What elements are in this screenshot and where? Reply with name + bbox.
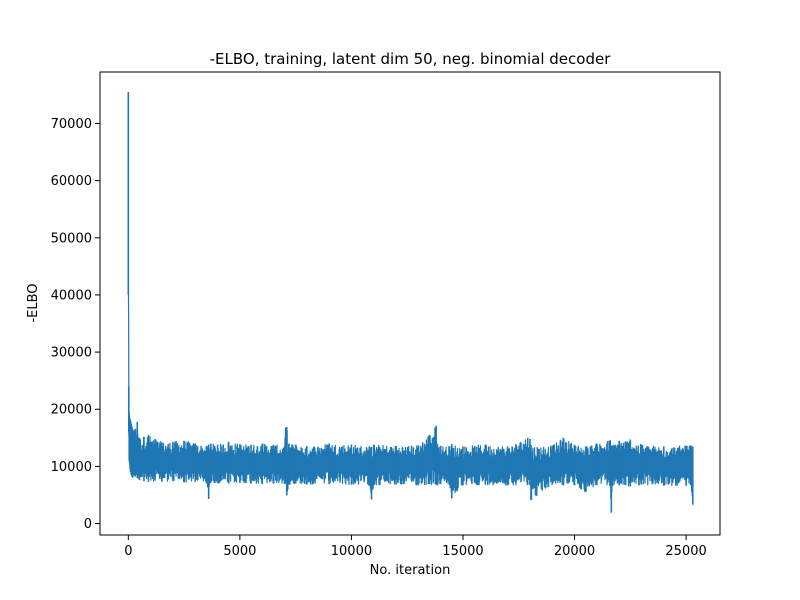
x-tick-label: 25000 — [665, 544, 706, 559]
y-tick-label: 20000 — [51, 403, 92, 418]
y-tick-label: 10000 — [51, 460, 92, 475]
x-axis-ticks: 0 5000 10000 15000 20000 25000 — [124, 535, 707, 559]
y-axis-ticks: 0 10000 20000 30000 40000 50000 60000 70000 — [51, 117, 100, 532]
x-tick-label: 15000 — [442, 544, 483, 559]
y-axis-label: -ELBO — [26, 283, 41, 322]
x-tick-label: 10000 — [331, 544, 372, 559]
x-tick-label: 5000 — [223, 544, 256, 559]
series-layer — [127, 92, 694, 513]
y-tick-label: 30000 — [51, 346, 92, 361]
y-tick-label: 40000 — [51, 288, 92, 303]
x-tick-label: 0 — [124, 544, 132, 559]
x-axis-label: No. iteration — [370, 563, 451, 578]
y-tick-label: 0 — [84, 517, 92, 532]
axes-frame — [99, 71, 721, 536]
chart-title: -ELBO, training, latent dim 50, neg. bin… — [210, 50, 612, 68]
y-tick-label: 50000 — [51, 231, 92, 246]
y-tick-label: 60000 — [51, 174, 92, 189]
x-tick-label: 20000 — [554, 544, 595, 559]
series-line — [127, 92, 694, 500]
plot-area — [127, 92, 694, 513]
y-tick-label: 70000 — [51, 117, 92, 132]
